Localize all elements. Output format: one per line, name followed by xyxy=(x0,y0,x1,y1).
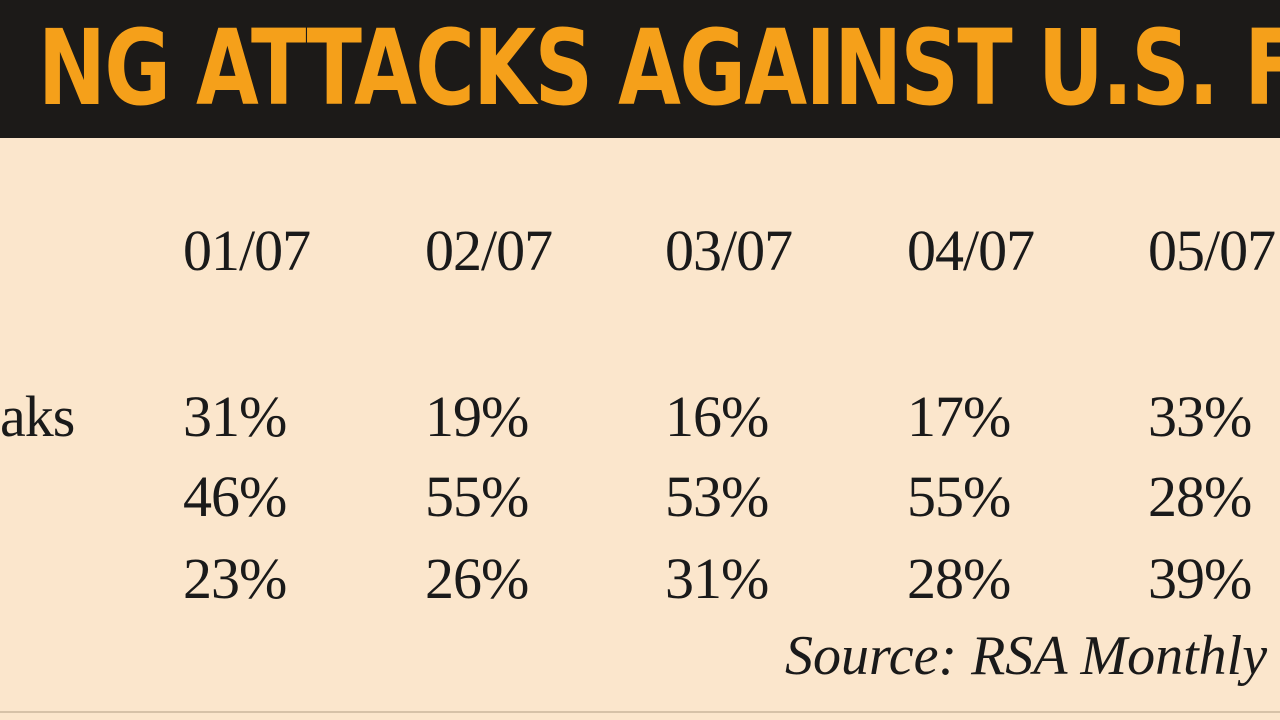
cell: 19% xyxy=(425,384,529,449)
cell: 53% xyxy=(665,464,769,529)
bottom-rule xyxy=(0,711,1280,713)
cell: 28% xyxy=(907,546,1011,611)
title: NG ATTACKS AGAINST U.S. FINA xyxy=(38,7,1280,129)
column-header: 01/07 xyxy=(183,218,311,283)
cell: 55% xyxy=(425,464,529,529)
source: Source: RSA Monthly xyxy=(785,625,1268,687)
cell: 55% xyxy=(907,464,1011,529)
title-band: NG ATTACKS AGAINST U.S. FINA xyxy=(0,0,1280,138)
cell: 26% xyxy=(425,546,529,611)
column-header: 02/07 xyxy=(425,218,553,283)
cell: 31% xyxy=(183,384,287,449)
cell: 39% xyxy=(1148,546,1252,611)
column-header: 05/07 xyxy=(1148,218,1276,283)
cell: 23% xyxy=(183,546,287,611)
cell: 33% xyxy=(1148,384,1252,449)
column-header: 03/07 xyxy=(665,218,793,283)
cell: 17% xyxy=(907,384,1011,449)
cell: 28% xyxy=(1148,464,1252,529)
column-header: 04/07 xyxy=(907,218,1035,283)
row-label: aks xyxy=(0,384,75,449)
cell: 46% xyxy=(183,464,287,529)
cell: 31% xyxy=(665,546,769,611)
cell: 16% xyxy=(665,384,769,449)
